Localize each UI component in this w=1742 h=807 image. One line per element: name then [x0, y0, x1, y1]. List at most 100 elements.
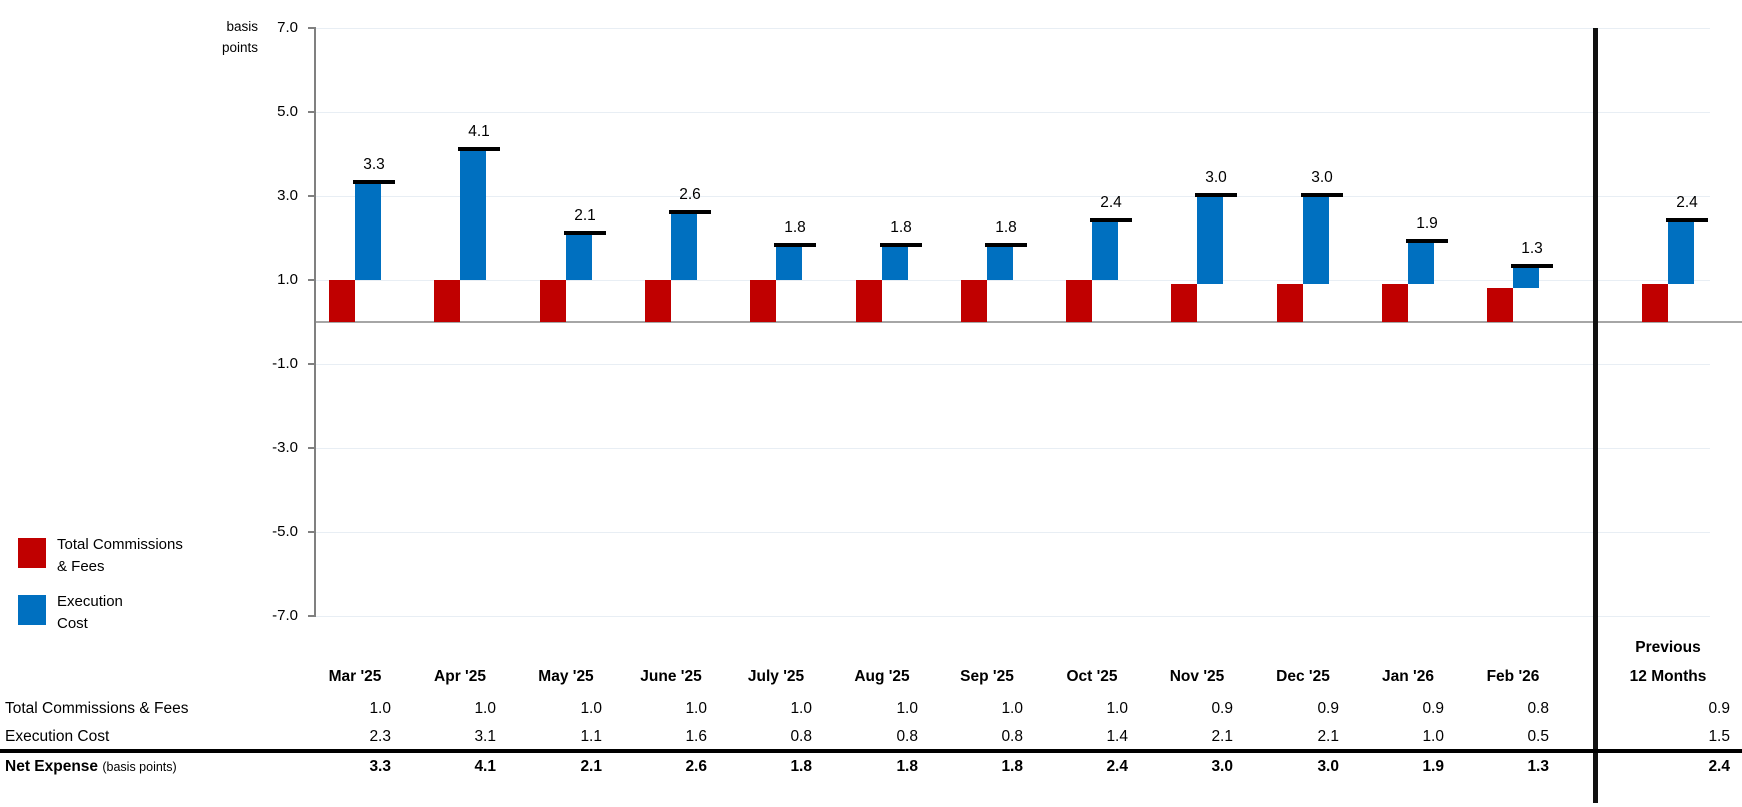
bar-execution-cost: [1408, 242, 1434, 285]
column-header: Nov '25: [1169, 668, 1225, 685]
table-cell: 2.3: [369, 728, 391, 745]
column-header-previous-line1: Previous: [1635, 639, 1701, 656]
y-axis-tick: [308, 531, 316, 533]
table-cell: 1.0: [1001, 700, 1023, 717]
column-header: Oct '25: [1066, 668, 1118, 685]
table-cell: 1.8: [1001, 758, 1023, 775]
bar-total-commissions-fees: [1382, 284, 1408, 322]
bar-total-commissions-fees: [856, 280, 882, 322]
net-expense-marker: [1406, 239, 1448, 244]
gridline: [316, 531, 1710, 533]
y-axis-tick: [308, 279, 316, 281]
legend-swatch-total-commissions-fees: [18, 538, 46, 568]
table-cell: 1.0: [580, 700, 602, 717]
table-cell: 1.0: [474, 700, 496, 717]
column-header-previous-line2: 12 Months: [1629, 668, 1707, 685]
net-expense-marker: [1195, 193, 1237, 197]
gridline: [316, 615, 1710, 617]
table-cell: 4.1: [474, 758, 496, 775]
legend-label-execution-cost: Execution Cost: [57, 591, 227, 635]
y-axis-title-line2: points: [221, 40, 258, 55]
table-cell: 1.1: [580, 728, 602, 745]
table-cell: 2.4: [1106, 758, 1128, 775]
bar-total-commissions-fees: [1487, 288, 1513, 322]
y-axis-tick: [308, 27, 316, 29]
legend-label-line: & Fees: [57, 558, 105, 575]
legend-swatch-execution-cost: [18, 595, 46, 625]
net-expense-marker: [458, 146, 500, 151]
bar-execution-cost: [1303, 196, 1329, 285]
gridline: [316, 111, 1710, 113]
bar-value-label: 2.4: [1676, 194, 1698, 212]
net-expense-marker: [564, 230, 606, 235]
y-axis-tick-label: -5.0: [272, 523, 298, 540]
table-cell: 0.8: [896, 728, 918, 745]
y-axis-line: [314, 28, 316, 616]
y-axis-title: basis points: [170, 16, 258, 58]
table-cell: 1.0: [1106, 700, 1128, 717]
column-header: Feb '26: [1486, 668, 1540, 685]
y-axis-tick-label: 1.0: [277, 271, 298, 288]
net-expense-marker: [880, 243, 922, 248]
bar-total-commissions-fees: [961, 280, 987, 322]
bar-value-label: 2.1: [574, 206, 596, 224]
column-header: May '25: [538, 668, 594, 685]
table-cell: 3.0: [1211, 758, 1233, 775]
bar-total-commissions-fees: [750, 280, 776, 322]
table-cell: 2.6: [685, 758, 707, 775]
table-cell: 3.1: [474, 728, 496, 745]
bar-value-label: 3.3: [363, 156, 385, 174]
net-expense-rule: [0, 749, 1742, 753]
column-header: Aug '25: [854, 668, 910, 685]
bar-execution-cost: [355, 183, 381, 280]
table-cell: 0.9: [1422, 700, 1444, 717]
legend-label-line: Total Commissions: [57, 536, 183, 553]
table-cell: 1.9: [1422, 758, 1444, 775]
net-expense-marker: [353, 180, 395, 185]
bar-value-label: 1.3: [1521, 240, 1543, 258]
bar-execution-cost: [671, 212, 697, 280]
bar-value-label: 1.8: [995, 219, 1017, 237]
net-expense-marker: [669, 209, 711, 214]
bar-value-label: 3.0: [1205, 169, 1227, 186]
gridline: [316, 27, 1710, 29]
gridline: [316, 279, 1710, 281]
row-label-execution-cost: Execution Cost: [5, 728, 110, 745]
gridline: [316, 363, 1710, 365]
net-expense-marker: [1511, 264, 1553, 269]
gridline: [316, 447, 1710, 449]
row-label-net-expense: Net Expense (basis points): [5, 756, 305, 778]
table-cell: 1.0: [1422, 728, 1444, 745]
bar-total-commissions-fees: [1277, 284, 1303, 322]
column-header: July '25: [747, 668, 805, 685]
table-cell: 2.1: [1317, 728, 1339, 745]
column-header: Mar '25: [328, 668, 382, 685]
table-cell: 1.0: [790, 700, 812, 717]
row-label-total-commissions-fees: Total Commissions & Fees: [5, 700, 189, 717]
table-cell: 0.9: [1317, 700, 1339, 717]
net-expense-marker: [774, 243, 816, 248]
bar-execution-cost: [1513, 267, 1539, 289]
y-axis-tick: [308, 615, 316, 617]
table-cell: 1.4: [1106, 728, 1128, 745]
table-cell: 0.5: [1527, 728, 1549, 745]
table-cell: 1.3: [1527, 758, 1549, 775]
table-cell: 3.3: [369, 758, 391, 775]
bar-value-label: 3.0: [1311, 169, 1333, 186]
legend-label-total-commissions-fees: Total Commissions & Fees: [57, 534, 227, 578]
bar-total-commissions-fees: [645, 280, 671, 322]
zero-axis-line: [316, 321, 1742, 323]
y-axis-tick: [308, 111, 316, 113]
bar-execution-cost: [987, 246, 1013, 280]
bar-value-label: 2.6: [679, 185, 701, 203]
table-cell: 1.0: [369, 700, 391, 717]
y-axis-tick-label: 3.0: [277, 187, 298, 204]
bar-total-commissions-fees: [540, 280, 566, 322]
table-cell: 3.0: [1317, 758, 1339, 775]
bar-total-commissions-fees: [1171, 284, 1197, 322]
table-cell: 1.0: [685, 700, 707, 717]
net-expense-marker: [1666, 218, 1708, 223]
